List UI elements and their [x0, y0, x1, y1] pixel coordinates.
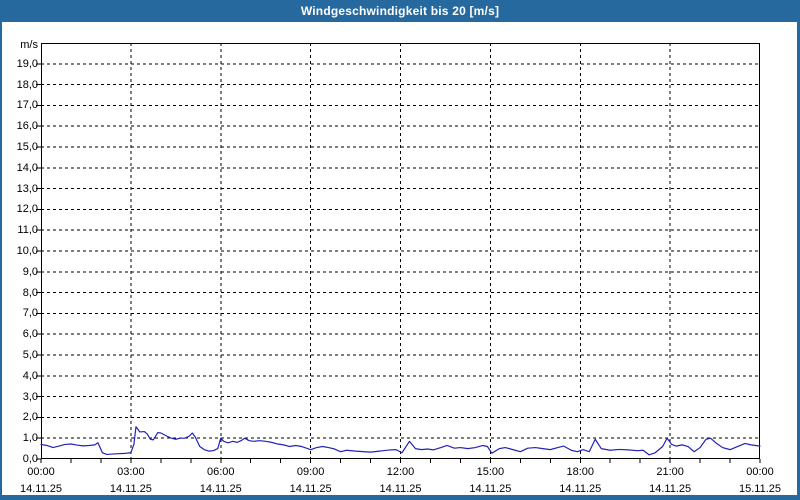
y-tick-label: 1,0: [22, 432, 38, 445]
x-tick-time-label: 18:00: [566, 466, 595, 478]
y-tick-label: 0,0: [22, 453, 38, 465]
y-axis-unit-label: m/s: [20, 39, 38, 51]
x-tick-time-label: 15:00: [476, 466, 505, 478]
y-tick-label: 14,0: [16, 161, 38, 174]
x-tick-time-label: 00:00: [27, 466, 55, 478]
y-tick-label: 2,0: [22, 411, 38, 424]
x-tick-date-label: 14.11.25: [289, 483, 332, 495]
wind-speed-plot: [36, 43, 761, 463]
x-tick-date-label: 14.11.25: [199, 483, 242, 495]
x-tick-date-label: 14.11.25: [19, 483, 62, 495]
chart-title: Windgeschwindigkeit bis 20 [m/s]: [300, 4, 500, 18]
y-tick-label: 9,0: [22, 265, 38, 278]
y-tick-label: 7,0: [22, 307, 38, 320]
x-tick-date-label: 14.11.25: [469, 483, 512, 495]
y-tick-label: 15,0: [16, 141, 38, 153]
y-tick-label: 3,0: [22, 390, 38, 403]
x-tick-date-label: 15.11.25: [738, 483, 781, 495]
wind-speed-line: [40, 426, 761, 456]
y-tick-label: 4,0: [22, 369, 38, 382]
y-tick-label: 6,0: [22, 328, 38, 341]
y-tick-label: 18,0: [16, 78, 38, 91]
y-tick-label: 5,0: [22, 349, 38, 361]
x-tick-time-label: 06:00: [206, 466, 235, 478]
window-border-left: [0, 22, 2, 500]
plot-frame: [41, 43, 760, 459]
x-tick-time-label: 12:00: [386, 466, 415, 478]
y-tick-label: 16,0: [16, 120, 38, 133]
y-tick-label: 17,0: [16, 99, 38, 112]
y-tick-label: 19,0: [16, 57, 38, 70]
y-tick-label: 13,0: [16, 182, 38, 195]
window-border-right: [797, 22, 800, 500]
x-tick-time-label: 00:00: [746, 466, 774, 478]
y-tick-label: 11,0: [17, 224, 38, 237]
y-tick-label: 12,0: [16, 203, 38, 216]
x-tick-date-label: 14.11.25: [379, 483, 422, 495]
y-tick-label: 10,0: [16, 245, 38, 257]
x-tick-time-label: 21:00: [656, 466, 684, 478]
x-tick-date-label: 14.11.25: [649, 483, 692, 495]
x-tick-time-label: 09:00: [296, 466, 325, 478]
y-tick-label: 8,0: [22, 286, 38, 299]
x-tick-time-label: 03:00: [117, 466, 145, 478]
x-tick-date-label: 14.11.25: [559, 483, 602, 495]
x-tick-date-label: 14.11.25: [109, 483, 152, 495]
title-bar: Windgeschwindigkeit bis 20 [m/s]: [0, 0, 800, 22]
window-border-bottom: [0, 495, 800, 500]
